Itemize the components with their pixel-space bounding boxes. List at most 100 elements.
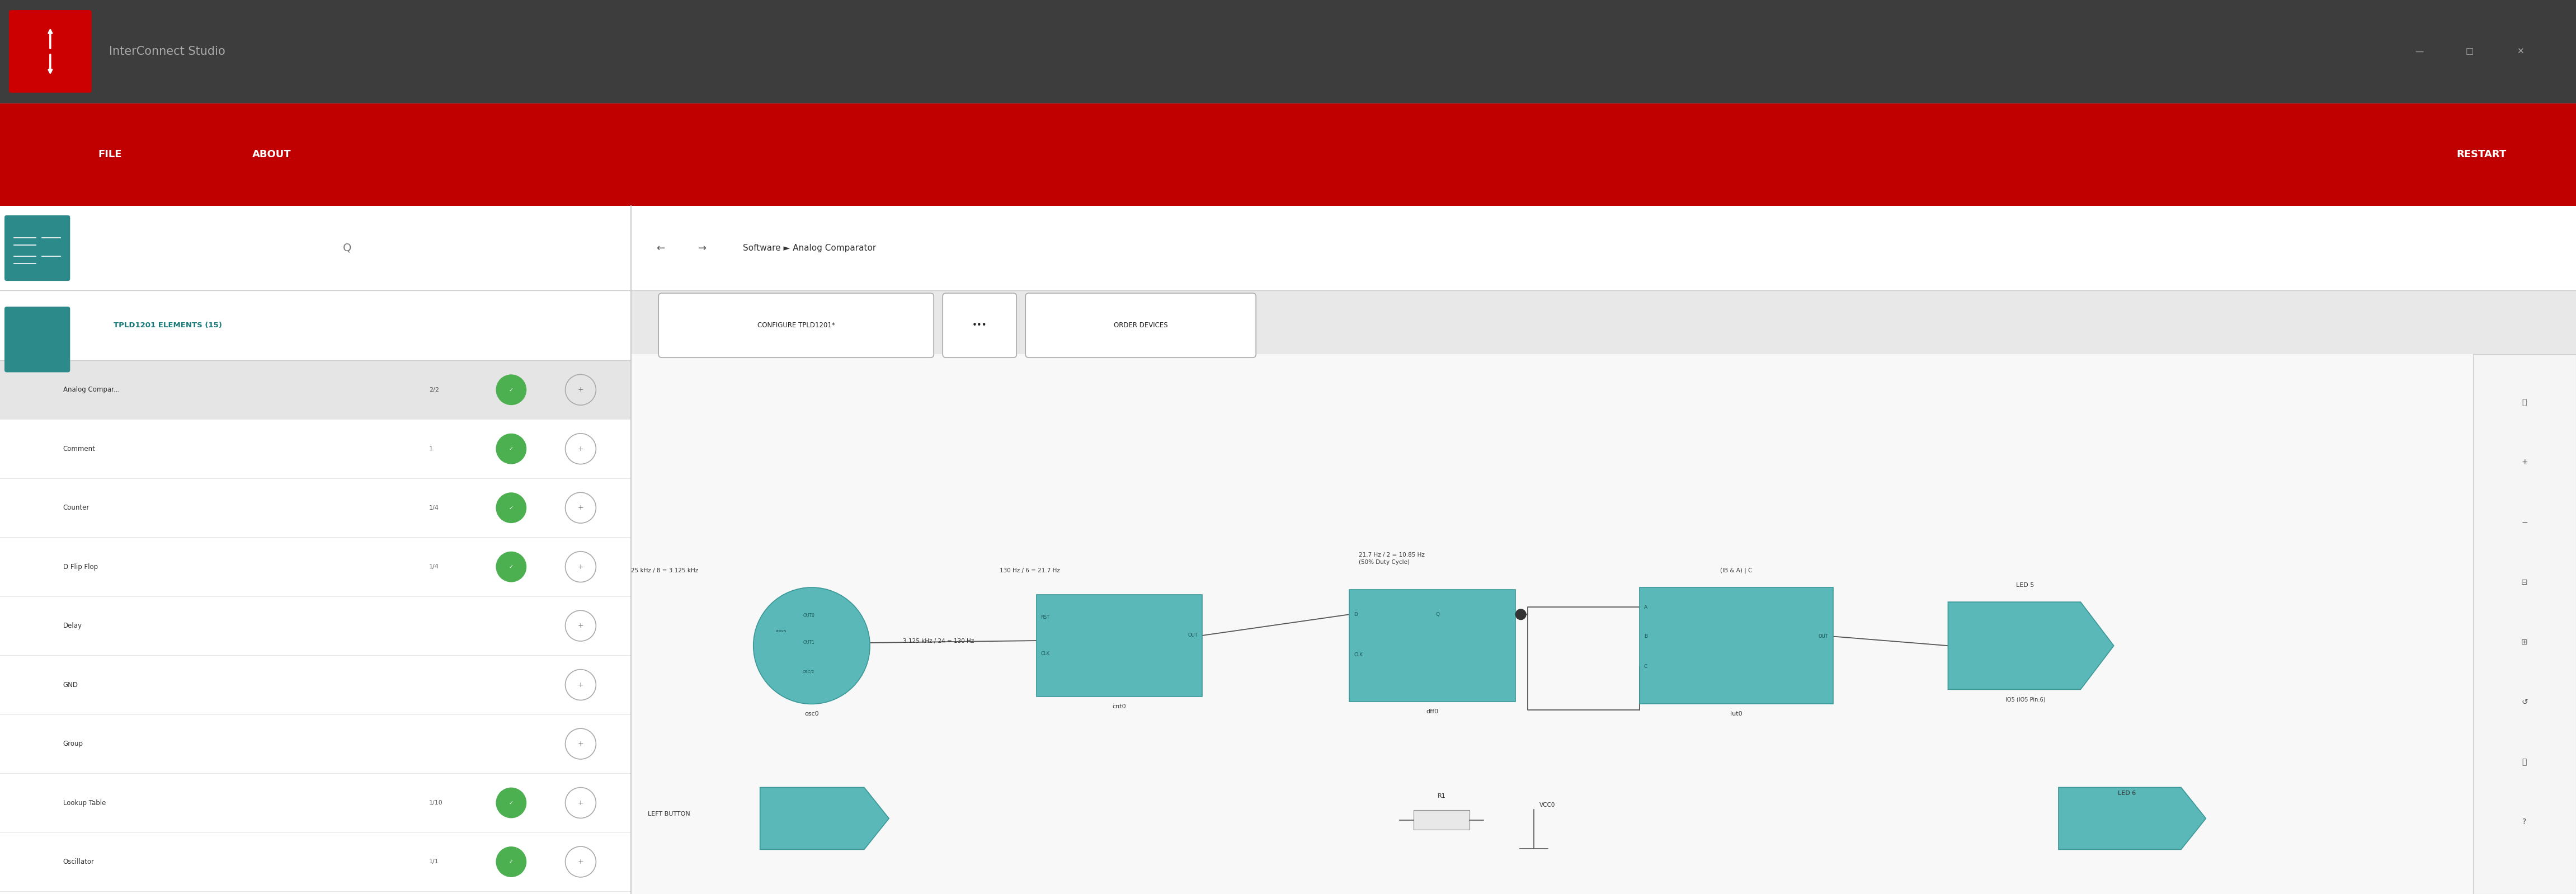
Text: LEFT BUTTON: LEFT BUTTON <box>649 811 690 816</box>
Circle shape <box>495 493 526 523</box>
Text: 21.7 Hz / 2 = 10.85 Hz
(50% Duty Cycle): 21.7 Hz / 2 = 10.85 Hz (50% Duty Cycle) <box>1358 552 1425 565</box>
Text: B: B <box>1643 634 1649 639</box>
Text: LED 5: LED 5 <box>2017 582 2035 588</box>
Text: +: + <box>577 858 585 865</box>
Text: InterConnect Studio: InterConnect Studio <box>108 46 224 57</box>
Text: osc0: osc0 <box>804 712 819 717</box>
Text: CONFIGURE TPLD1201*: CONFIGURE TPLD1201* <box>757 322 835 329</box>
FancyBboxPatch shape <box>8 10 93 93</box>
Bar <box>631 354 2576 894</box>
Text: +: + <box>577 386 585 393</box>
Text: +: + <box>577 622 585 629</box>
Text: 130 Hz / 6 = 21.7 Hz: 130 Hz / 6 = 21.7 Hz <box>999 568 1059 573</box>
Text: 🔧: 🔧 <box>2522 758 2527 766</box>
Circle shape <box>495 847 526 877</box>
Text: 1/4: 1/4 <box>430 505 438 510</box>
Text: ↺: ↺ <box>2522 698 2527 706</box>
Text: +: + <box>2522 459 2527 466</box>
Bar <box>0 103 2576 206</box>
Text: cnt0: cnt0 <box>1113 704 1126 710</box>
Text: 2/2: 2/2 <box>430 387 440 392</box>
FancyBboxPatch shape <box>1025 293 1257 358</box>
Text: Counter: Counter <box>64 504 90 511</box>
Text: RST: RST <box>1041 615 1051 620</box>
Text: LED 6: LED 6 <box>2117 790 2136 796</box>
Circle shape <box>495 375 526 405</box>
Bar <box>2473 354 2576 894</box>
Text: ✓: ✓ <box>510 387 513 392</box>
Text: +: + <box>577 563 585 570</box>
Text: +: + <box>577 799 585 806</box>
Text: dff0: dff0 <box>1427 709 1437 714</box>
Text: Q: Q <box>343 243 350 253</box>
Text: A: A <box>1643 604 1649 610</box>
Circle shape <box>1515 609 1528 620</box>
Text: OUT: OUT <box>1188 633 1198 638</box>
Circle shape <box>495 552 526 582</box>
Text: 🔍: 🔍 <box>2522 399 2527 406</box>
Text: +: + <box>577 504 585 511</box>
Bar <box>0 360 631 419</box>
Bar <box>1036 595 1203 696</box>
Text: Q: Q <box>1435 611 1440 617</box>
Text: OSC/2: OSC/2 <box>804 670 814 673</box>
Text: IO5 (IO5 Pin:6): IO5 (IO5 Pin:6) <box>2004 696 2045 703</box>
Text: v: v <box>54 322 59 329</box>
Text: R1: R1 <box>1437 793 1445 798</box>
FancyBboxPatch shape <box>659 293 933 358</box>
Text: 3.125 kHz / 24 = 130 Hz: 3.125 kHz / 24 = 130 Hz <box>904 638 974 644</box>
Bar <box>0 291 631 360</box>
Text: Analog Compar...: Analog Compar... <box>64 386 118 393</box>
Text: Lookup Table: Lookup Table <box>64 799 106 806</box>
Text: D Flip Flop: D Flip Flop <box>64 563 98 570</box>
Polygon shape <box>2058 788 2205 849</box>
Text: ←: ← <box>657 243 665 253</box>
Text: ABOUT: ABOUT <box>252 149 291 159</box>
Text: D: D <box>1355 611 1358 617</box>
FancyBboxPatch shape <box>5 307 70 372</box>
Text: TPLD1201 ELEMENTS (15): TPLD1201 ELEMENTS (15) <box>113 322 222 329</box>
Text: Software ► Analog Comparator: Software ► Analog Comparator <box>742 244 876 252</box>
Bar <box>1414 810 1468 830</box>
Text: Delay: Delay <box>64 622 82 629</box>
Text: ✓: ✓ <box>510 800 513 805</box>
Text: 1: 1 <box>430 446 433 451</box>
Text: OUT1: OUT1 <box>804 640 814 645</box>
Text: −: − <box>2522 519 2527 526</box>
Text: →: → <box>698 243 706 253</box>
Text: 1/4: 1/4 <box>430 564 438 569</box>
Text: 25 kHz / 8 = 3.125 kHz: 25 kHz / 8 = 3.125 kHz <box>631 568 698 573</box>
Text: GND: GND <box>64 681 77 688</box>
Text: lut0: lut0 <box>1731 712 1741 717</box>
Text: ✕: ✕ <box>2517 47 2524 55</box>
Text: PDWN: PDWN <box>775 629 786 633</box>
Text: ORDER DEVICES: ORDER DEVICES <box>1113 322 1167 329</box>
Text: +: + <box>577 445 585 452</box>
Bar <box>0 206 2576 291</box>
Text: +: + <box>577 681 585 688</box>
Text: Group: Group <box>64 740 82 747</box>
Text: 1/1: 1/1 <box>430 859 438 864</box>
Text: CLK: CLK <box>1355 652 1363 657</box>
Text: ?: ? <box>2522 818 2527 826</box>
Text: □: □ <box>2465 47 2473 55</box>
Text: (IB & A) | C: (IB & A) | C <box>1721 568 1752 573</box>
FancyBboxPatch shape <box>5 215 70 281</box>
Text: •••: ••• <box>971 321 987 330</box>
Text: ⊞: ⊞ <box>2522 638 2527 646</box>
Text: Comment: Comment <box>64 445 95 452</box>
Text: ✓: ✓ <box>510 859 513 864</box>
Text: Oscillator: Oscillator <box>64 858 95 865</box>
Text: ✓: ✓ <box>510 446 513 451</box>
FancyBboxPatch shape <box>943 293 1018 358</box>
Text: ✓: ✓ <box>510 564 513 569</box>
Polygon shape <box>1947 602 2115 689</box>
Bar <box>1350 590 1515 702</box>
Text: CLK: CLK <box>1041 652 1051 656</box>
Text: —: — <box>2416 47 2424 55</box>
Text: OUT0: OUT0 <box>804 613 814 618</box>
Text: RESTART: RESTART <box>2458 149 2506 159</box>
Text: FILE: FILE <box>98 149 121 159</box>
Bar <box>1638 587 1834 704</box>
Text: ✓: ✓ <box>510 505 513 510</box>
